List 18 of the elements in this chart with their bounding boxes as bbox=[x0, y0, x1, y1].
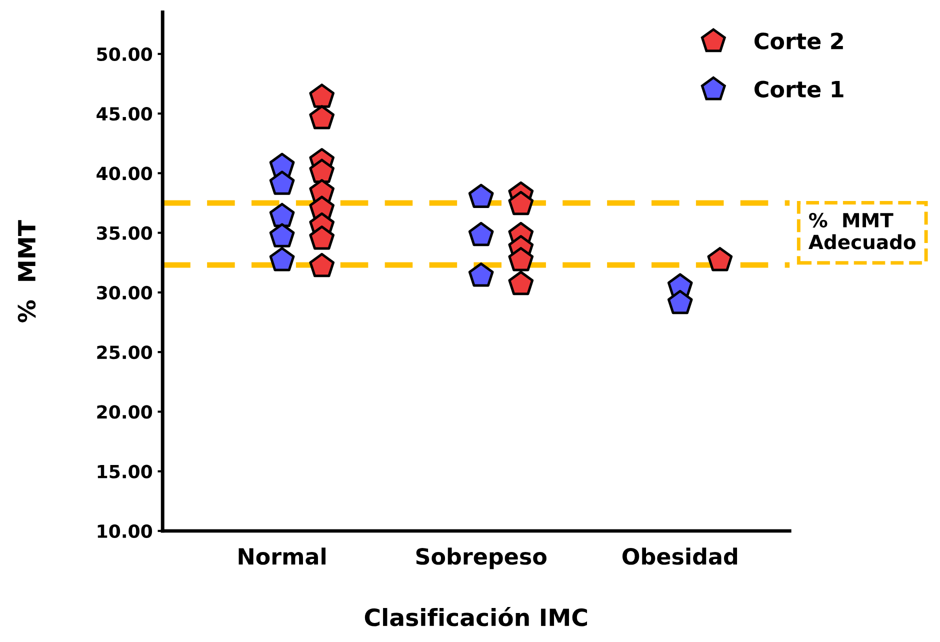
x-tick-label: Normal bbox=[238, 548, 326, 565]
x-axis-title: Clasificación IMC bbox=[364, 607, 587, 626]
y-tick-label: 20.00 bbox=[97, 405, 152, 419]
y-tick-label: 45.00 bbox=[96, 107, 152, 121]
y-tick-label: 30.00 bbox=[96, 286, 152, 300]
y-tick-label: 40.00 bbox=[96, 166, 152, 180]
legend-label: Corte 1 bbox=[754, 80, 844, 98]
legend-label: Corte 2 bbox=[754, 32, 843, 50]
x-tick-label: Sobrepeso bbox=[416, 548, 546, 570]
y-tick-label: 25.00 bbox=[97, 346, 152, 360]
y-tick-label: 10.00 bbox=[98, 524, 152, 538]
text: Adecuado bbox=[808, 234, 916, 250]
y-tick-label: 15.00 bbox=[98, 464, 152, 478]
y-tick-label: 35.00 bbox=[96, 226, 152, 240]
y-tick-label: 50.00 bbox=[97, 47, 152, 62]
text: % MMT bbox=[18, 220, 36, 322]
x-tick-label: Obesidad bbox=[622, 548, 738, 565]
y-axis-title: % MMT bbox=[809, 212, 894, 228]
